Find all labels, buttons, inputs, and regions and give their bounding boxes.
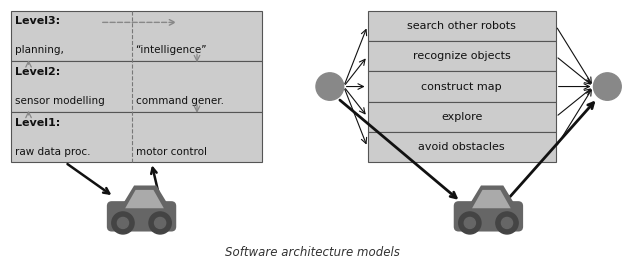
Text: “intelligence”: “intelligence” (136, 45, 207, 55)
FancyBboxPatch shape (368, 71, 556, 102)
Text: construct map: construct map (421, 82, 502, 91)
Circle shape (594, 73, 621, 100)
Text: explore: explore (441, 112, 483, 122)
FancyBboxPatch shape (368, 11, 556, 41)
Circle shape (459, 212, 481, 234)
Polygon shape (468, 185, 517, 207)
FancyBboxPatch shape (107, 201, 176, 232)
Text: Level1:: Level1: (14, 118, 60, 128)
Text: Software architecture models: Software architecture models (224, 247, 399, 259)
FancyBboxPatch shape (368, 102, 556, 132)
Text: recognize objects: recognize objects (412, 51, 511, 61)
FancyBboxPatch shape (368, 132, 556, 162)
Text: search other robots: search other robots (408, 21, 516, 31)
Text: Level2:: Level2: (14, 67, 60, 77)
Circle shape (496, 212, 518, 234)
Text: command gener.: command gener. (136, 96, 224, 106)
Circle shape (149, 212, 171, 234)
Polygon shape (472, 190, 511, 208)
FancyBboxPatch shape (11, 61, 262, 112)
Polygon shape (121, 185, 170, 207)
Circle shape (154, 217, 166, 229)
Text: raw data proc.: raw data proc. (14, 147, 90, 157)
Polygon shape (125, 190, 164, 208)
Circle shape (501, 217, 512, 229)
Text: sensor modelling: sensor modelling (14, 96, 104, 106)
Circle shape (464, 217, 476, 229)
Circle shape (112, 212, 134, 234)
FancyBboxPatch shape (11, 112, 262, 162)
FancyBboxPatch shape (11, 11, 262, 61)
FancyBboxPatch shape (368, 41, 556, 71)
Text: planning,: planning, (14, 45, 64, 55)
Text: motor control: motor control (136, 147, 206, 157)
Circle shape (118, 217, 129, 229)
Text: avoid obstacles: avoid obstacles (418, 142, 505, 152)
Text: Level3:: Level3: (14, 16, 60, 26)
Circle shape (316, 73, 344, 100)
FancyBboxPatch shape (454, 201, 523, 232)
